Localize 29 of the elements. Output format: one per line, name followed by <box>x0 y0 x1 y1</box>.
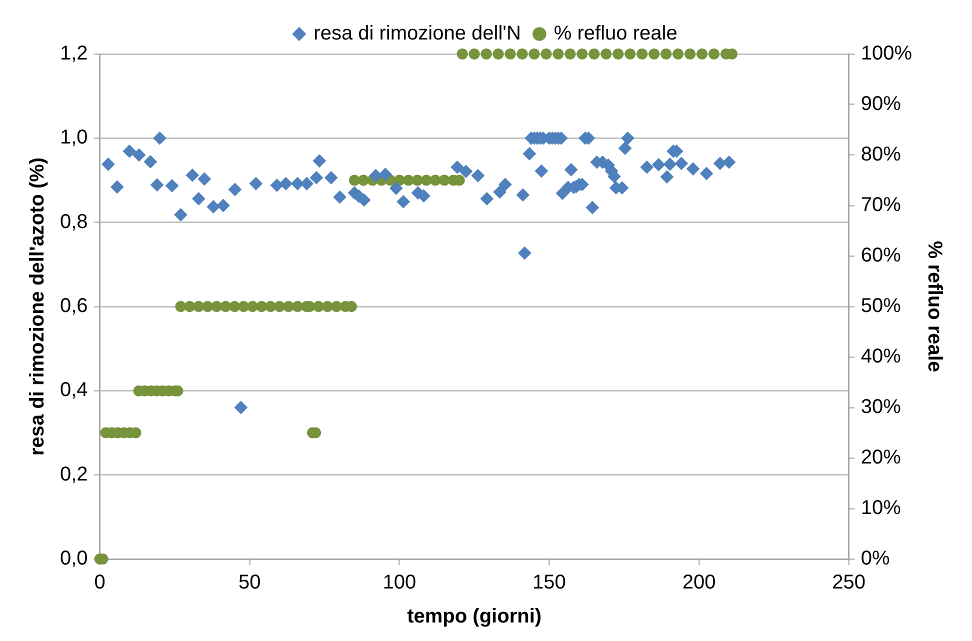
y2-tick-label: 100% <box>860 42 912 65</box>
y2-tick-label: 80% <box>860 144 902 166</box>
x-axis-title: tempo (giorni) <box>407 606 542 628</box>
y-tick-label: 0,6 <box>60 295 88 318</box>
y2-tick-label: 0% <box>860 548 890 570</box>
x-tick-label: 50 <box>238 572 261 594</box>
y-axis-title: resa di rimozione dell'azoto (%) <box>26 157 49 456</box>
y-tick-label: 0,8 <box>60 210 88 233</box>
x-tick-label: 100 <box>382 572 416 594</box>
y-tick-label: 0,2 <box>60 463 88 486</box>
y-tick-label: 0,0 <box>60 548 88 570</box>
y-tick-label: 1,2 <box>60 42 88 65</box>
y2-tick-label: 30% <box>860 396 902 418</box>
y-tick-label: 1,0 <box>60 126 88 149</box>
y2-tick-label: 40% <box>860 346 902 368</box>
x-tick-label: 0 <box>94 572 106 594</box>
y-tick-label: 0,4 <box>60 379 88 402</box>
x-tick-label: 200 <box>682 572 716 594</box>
y2-axis-title: % refluo reale <box>923 240 946 372</box>
x-tick-label: 150 <box>532 572 566 594</box>
y2-tick-label: 50% <box>860 295 902 318</box>
y2-tick-label: 90% <box>860 93 902 116</box>
y2-tick-label: 60% <box>860 244 902 267</box>
legend-label: resa di rimozione dell'N <box>314 22 521 45</box>
legend-label: % refluo reale <box>554 22 678 45</box>
y2-tick-label: 10% <box>860 497 902 520</box>
y2-tick-label: 70% <box>860 194 902 216</box>
y2-tick-label: 20% <box>860 446 902 469</box>
x-tick-label: 250 <box>832 572 866 594</box>
